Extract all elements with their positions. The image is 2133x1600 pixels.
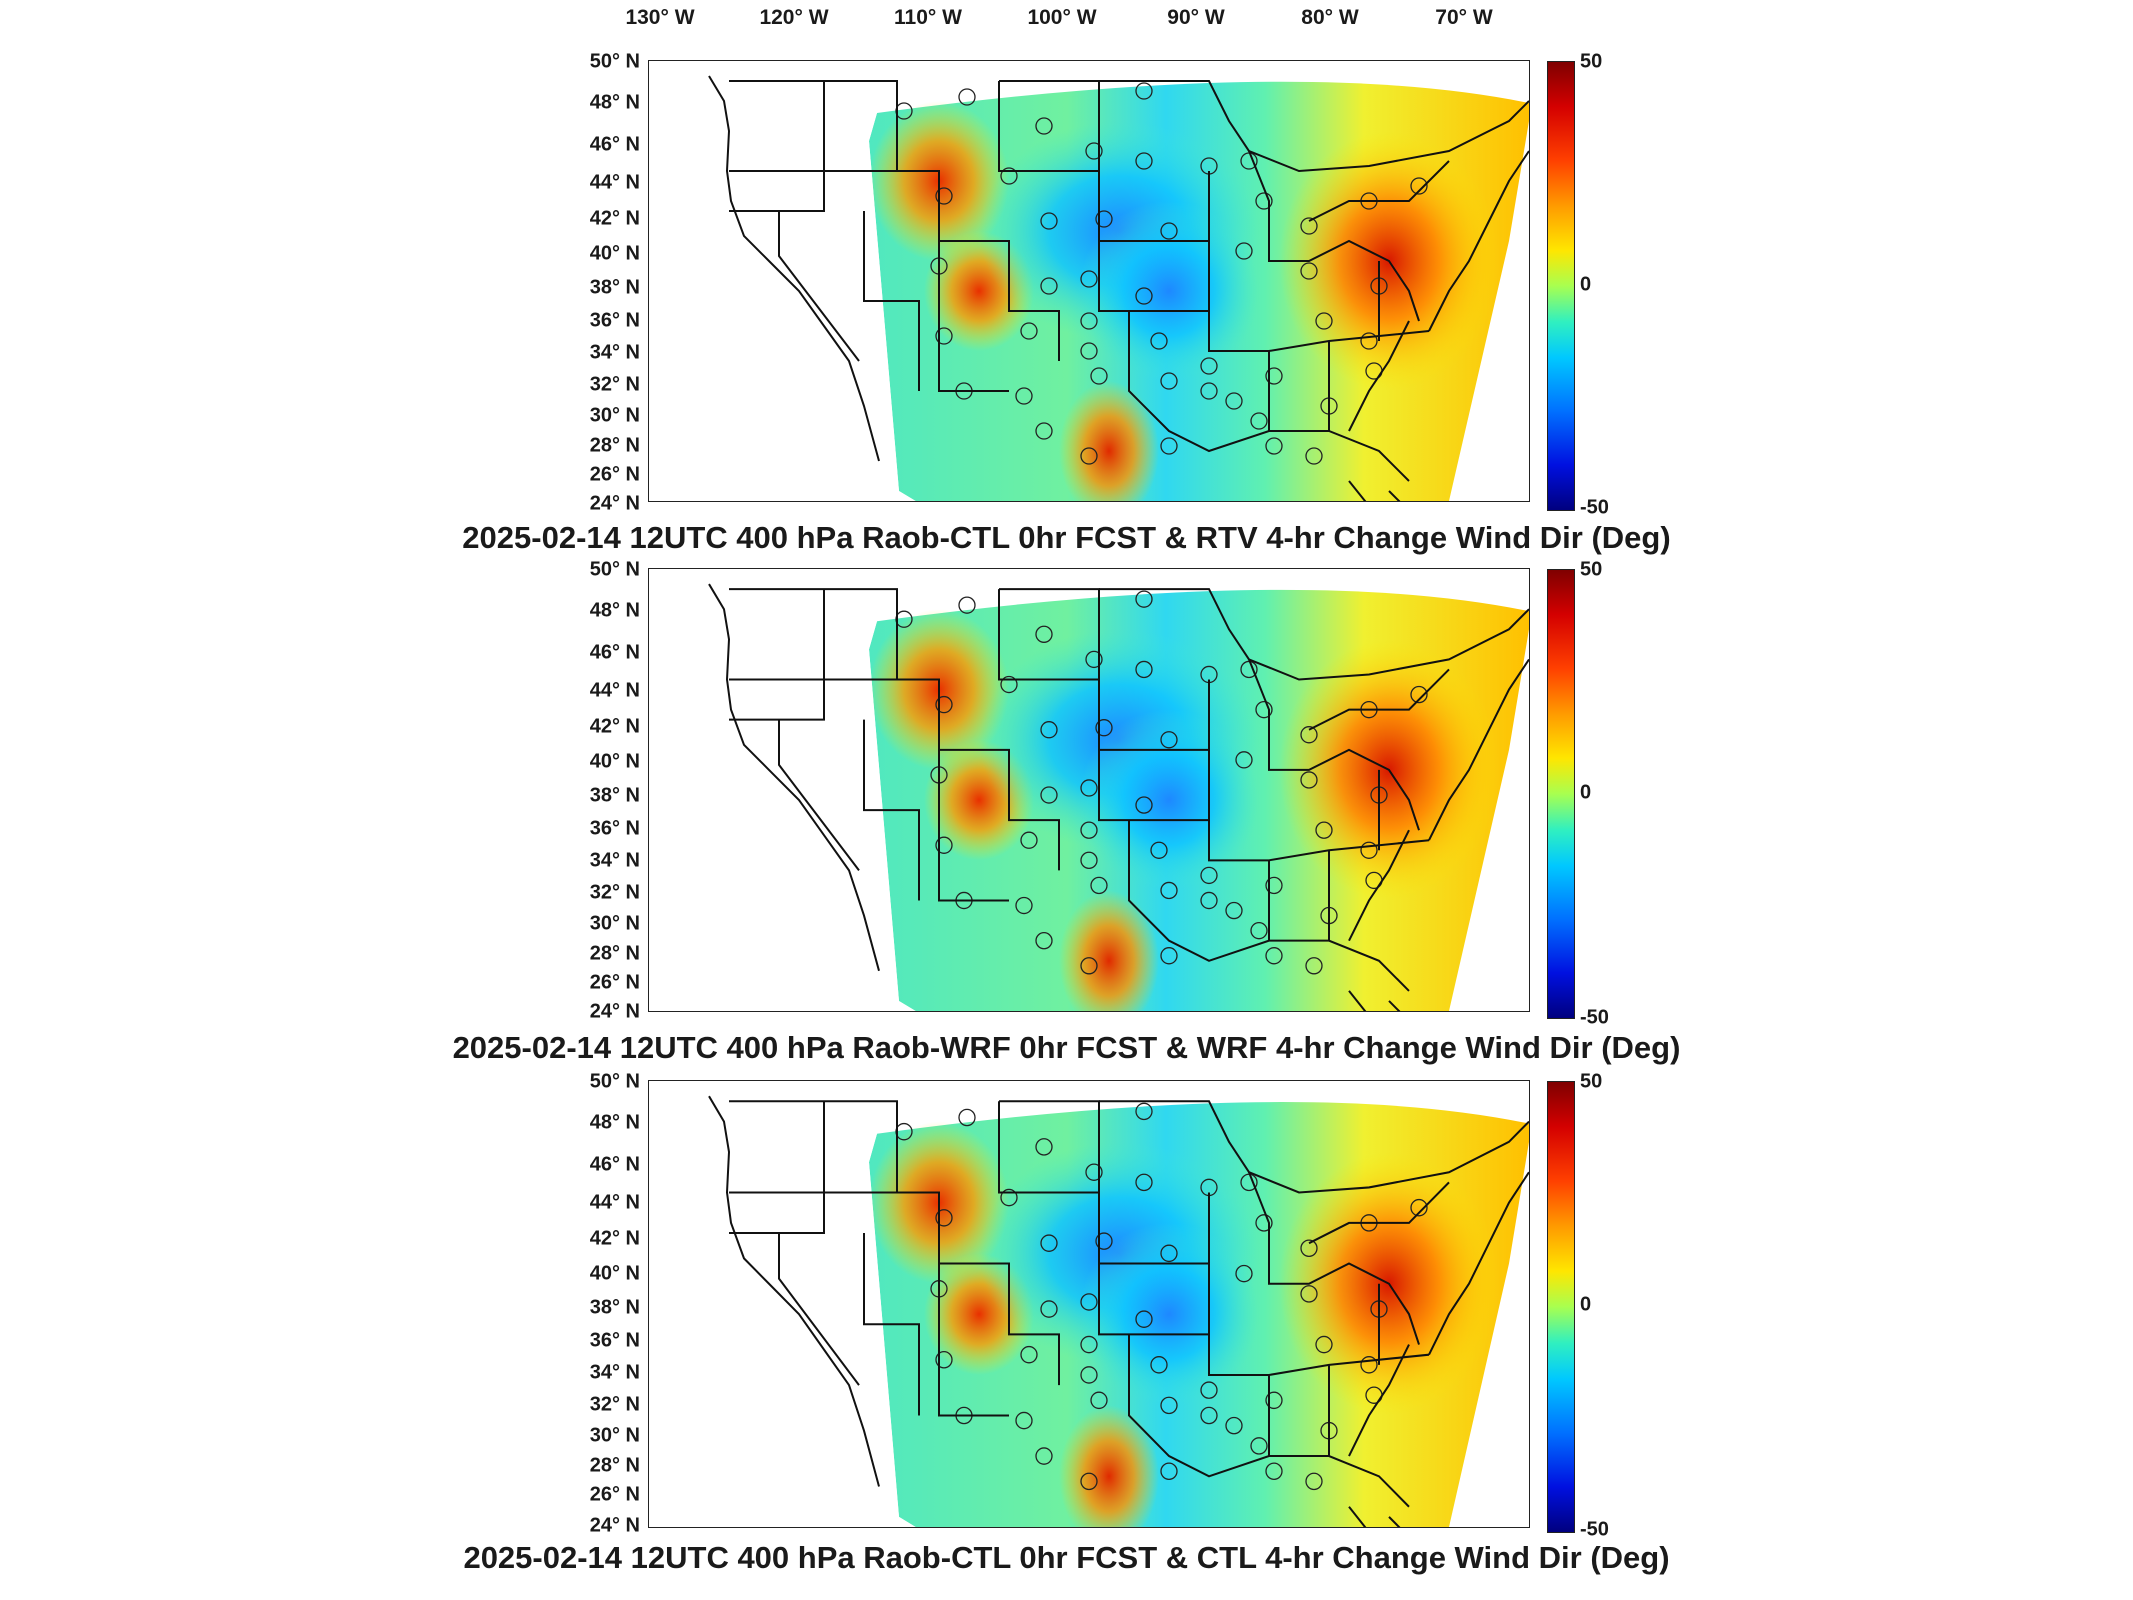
lat-label-30n: 30° N	[589, 404, 640, 427]
lat-label-38n: 38° N	[589, 784, 640, 807]
colorbar-max-label: 50	[1580, 1070, 1603, 1093]
lon-label-100w: 100° W	[1027, 6, 1097, 29]
lat-label-46n: 46° N	[589, 641, 640, 664]
panel-title-3: 2025-02-14 12UTC 400 hPa Raob-CTL 0hr FC…	[463, 1540, 1670, 1575]
latitude-axis-3: 50° N 48° N 46° N 44° N 42° N 40° N 38° …	[560, 1071, 640, 1537]
lat-label-38n: 38° N	[589, 276, 640, 299]
lat-label-44n: 44° N	[589, 171, 640, 194]
latitude-axis-2: 50° N 48° N 46° N 44° N 42° N 40° N 38° …	[560, 559, 640, 1023]
lat-label-34n: 34° N	[589, 341, 640, 364]
lat-label-36n: 36° N	[589, 309, 640, 332]
lat-label-24n: 24° N	[589, 1514, 640, 1537]
lat-label-40n: 40° N	[589, 750, 640, 773]
latitude-axis-1: 50° N 48° N 46° N 44° N 42° N 40° N 38° …	[560, 51, 640, 515]
lon-label-120w: 120° W	[759, 6, 829, 29]
lat-label-38n: 38° N	[589, 1296, 640, 1319]
lon-label-90w: 90° W	[1167, 6, 1225, 29]
panel-title-1: 2025-02-14 12UTC 400 hPa Raob-CTL 0hr FC…	[462, 520, 1671, 555]
lat-label-48n: 48° N	[589, 599, 640, 622]
colorbar-mid-label: 0	[1580, 781, 1592, 804]
lon-label-110w: 110° W	[894, 6, 962, 29]
lat-label-46n: 46° N	[589, 1153, 640, 1176]
lat-label-50n: 50° N	[589, 558, 640, 581]
lat-label-40n: 40° N	[589, 242, 640, 265]
colorbar-max-label: 50	[1580, 50, 1603, 73]
colorbar-min-label: -50	[1580, 496, 1609, 519]
colorbar-2	[1547, 569, 1575, 1019]
colorbar-min-label: -50	[1580, 1518, 1609, 1541]
longitude-axis: 130° W 120° W 110° W 100° W 90° W 80° W …	[0, 0, 2133, 40]
colorbar-mid-label: 0	[1580, 273, 1592, 296]
lat-label-24n: 24° N	[589, 492, 640, 515]
lat-label-48n: 48° N	[589, 1111, 640, 1134]
lat-label-48n: 48° N	[589, 91, 640, 114]
lat-label-26n: 26° N	[589, 1483, 640, 1506]
lat-label-36n: 36° N	[589, 1329, 640, 1352]
lon-label-70w: 70° W	[1435, 6, 1493, 29]
lat-label-42n: 42° N	[589, 207, 640, 230]
lon-label-80w: 80° W	[1301, 6, 1359, 29]
lon-label-130w: 130° W	[625, 6, 695, 29]
map-frame-1	[648, 60, 1530, 502]
lat-label-44n: 44° N	[589, 679, 640, 702]
lat-label-28n: 28° N	[589, 942, 640, 965]
wind-direction-map-2	[649, 569, 1529, 1011]
lat-label-42n: 42° N	[589, 715, 640, 738]
lat-label-30n: 30° N	[589, 912, 640, 935]
lat-label-44n: 44° N	[589, 1191, 640, 1214]
lat-label-50n: 50° N	[589, 50, 640, 73]
lat-label-26n: 26° N	[589, 971, 640, 994]
lat-label-40n: 40° N	[589, 1262, 640, 1285]
colorbar-min-label: -50	[1580, 1006, 1609, 1029]
lat-label-28n: 28° N	[589, 434, 640, 457]
lat-label-26n: 26° N	[589, 463, 640, 486]
map-frame-3	[648, 1080, 1530, 1528]
panel-title-2: 2025-02-14 12UTC 400 hPa Raob-WRF 0hr FC…	[452, 1030, 1681, 1065]
lat-label-46n: 46° N	[589, 133, 640, 156]
lat-label-34n: 34° N	[589, 849, 640, 872]
lat-label-30n: 30° N	[589, 1424, 640, 1447]
colorbar-1	[1547, 61, 1575, 511]
lat-label-32n: 32° N	[589, 373, 640, 396]
lat-label-36n: 36° N	[589, 817, 640, 840]
lat-label-42n: 42° N	[589, 1227, 640, 1250]
lat-label-24n: 24° N	[589, 1000, 640, 1023]
wind-direction-map-3	[649, 1081, 1529, 1527]
lat-label-50n: 50° N	[589, 1070, 640, 1093]
lat-label-28n: 28° N	[589, 1454, 640, 1477]
lat-label-32n: 32° N	[589, 1393, 640, 1416]
lat-label-34n: 34° N	[589, 1361, 640, 1384]
colorbar-max-label: 50	[1580, 558, 1603, 581]
colorbar-3	[1547, 1081, 1575, 1533]
lat-label-32n: 32° N	[589, 881, 640, 904]
colorbar-mid-label: 0	[1580, 1293, 1592, 1316]
wind-direction-map-1	[649, 61, 1529, 501]
map-frame-2	[648, 568, 1530, 1012]
